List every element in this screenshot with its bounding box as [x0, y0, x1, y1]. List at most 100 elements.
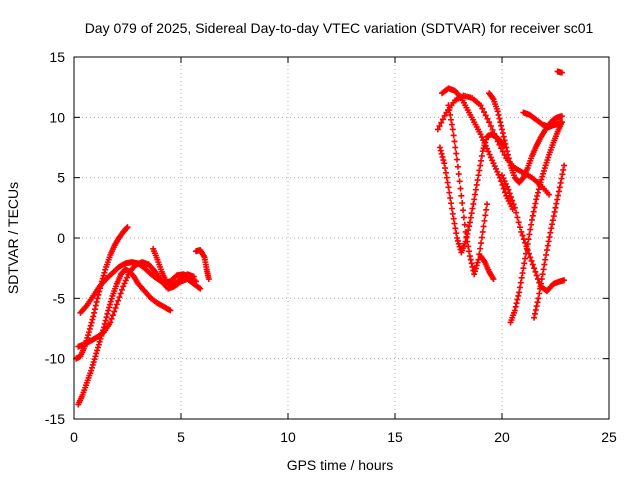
data-point: [455, 240, 462, 247]
data-point: [481, 109, 488, 116]
data-point: [472, 268, 479, 275]
data-point: [495, 111, 502, 118]
data-point: [555, 188, 562, 195]
data-point: [519, 232, 526, 239]
data-point: [450, 215, 457, 222]
data-point: [466, 219, 473, 226]
data-point: [494, 108, 501, 115]
data-point: [497, 119, 504, 126]
data-point: [434, 126, 441, 133]
data-point: [504, 151, 511, 158]
data-point: [104, 310, 111, 317]
data-point: [447, 194, 454, 201]
data-point: [529, 212, 536, 219]
plot-frame: [73, 56, 610, 420]
data-point: [470, 200, 477, 207]
data-point: [489, 126, 496, 133]
data-point: [535, 186, 542, 193]
data-point: [477, 102, 484, 109]
data-point: [108, 315, 115, 322]
data-point: [524, 241, 531, 248]
y-tick-label: 15: [49, 49, 65, 65]
data-point: [536, 290, 543, 297]
data-point: [557, 179, 564, 186]
data-point: [87, 322, 94, 329]
data-point: [94, 295, 101, 302]
data-point: [167, 307, 174, 314]
data-point: [96, 338, 103, 345]
data-point: [474, 177, 481, 184]
data-point: [528, 216, 535, 223]
series-arc-12: [499, 172, 568, 295]
data-point: [467, 256, 474, 263]
data-point: [465, 243, 472, 250]
data-point: [100, 272, 107, 279]
data-point: [85, 329, 92, 336]
data-point: [549, 221, 556, 228]
data-point: [461, 221, 468, 228]
y-tick-label: 0: [57, 230, 65, 246]
data-point: [540, 266, 547, 273]
data-point: [529, 261, 536, 268]
data-point: [487, 123, 494, 130]
data-point: [527, 254, 534, 261]
data-point: [531, 310, 538, 317]
data-point: [463, 233, 470, 240]
data-point: [528, 221, 535, 228]
series-arc-2: [73, 224, 131, 362]
data-point: [478, 234, 485, 241]
data-point: [92, 353, 99, 360]
data-point: [451, 220, 458, 227]
data-point: [550, 213, 557, 220]
data-point: [451, 138, 458, 145]
data-point: [92, 302, 99, 309]
data-point: [499, 126, 505, 133]
data-point: [454, 163, 461, 170]
data-point: [446, 189, 453, 196]
data-point: [504, 148, 511, 155]
data-point: [537, 179, 544, 186]
data-point: [464, 238, 471, 245]
data-point: [455, 171, 462, 178]
series-arc-1: [75, 266, 174, 408]
data-point: [553, 200, 560, 207]
series-arc-5: [150, 245, 197, 290]
data-point: [546, 234, 553, 241]
data-point: [539, 173, 546, 180]
data-point: [88, 319, 95, 326]
data-point: [502, 140, 509, 147]
axis-ticks: 0 5 10 15 20 25 -15 -10 -5 0 5 10 15: [45, 49, 617, 445]
data-point: [509, 197, 516, 204]
data-point: [559, 171, 566, 178]
data-point: [554, 196, 561, 203]
data-point: [436, 123, 443, 130]
data-point: [448, 200, 455, 207]
data-point: [449, 126, 456, 133]
data-point: [473, 262, 480, 269]
data-point: [519, 269, 526, 276]
data-point: [479, 148, 486, 155]
data-point: [514, 296, 521, 303]
data-point: [116, 294, 123, 301]
data-point: [112, 304, 119, 311]
data-point: [481, 217, 488, 224]
data-point: [490, 276, 497, 283]
data-point: [471, 196, 478, 203]
data-point: [86, 325, 93, 332]
data-point: [441, 112, 448, 119]
data-point: [491, 130, 498, 137]
data-point: [537, 285, 544, 292]
data-point: [472, 191, 479, 198]
data-point: [512, 303, 519, 310]
data-point: [479, 228, 486, 235]
data-point: [115, 297, 122, 304]
data-point: [102, 266, 109, 273]
data-point: [522, 250, 529, 257]
data-point: [466, 253, 473, 260]
data-point: [523, 245, 530, 252]
data-point: [546, 191, 553, 198]
data-point: [450, 132, 457, 139]
data-point: [85, 332, 92, 339]
data-point: [516, 284, 523, 291]
data-point: [113, 301, 120, 308]
